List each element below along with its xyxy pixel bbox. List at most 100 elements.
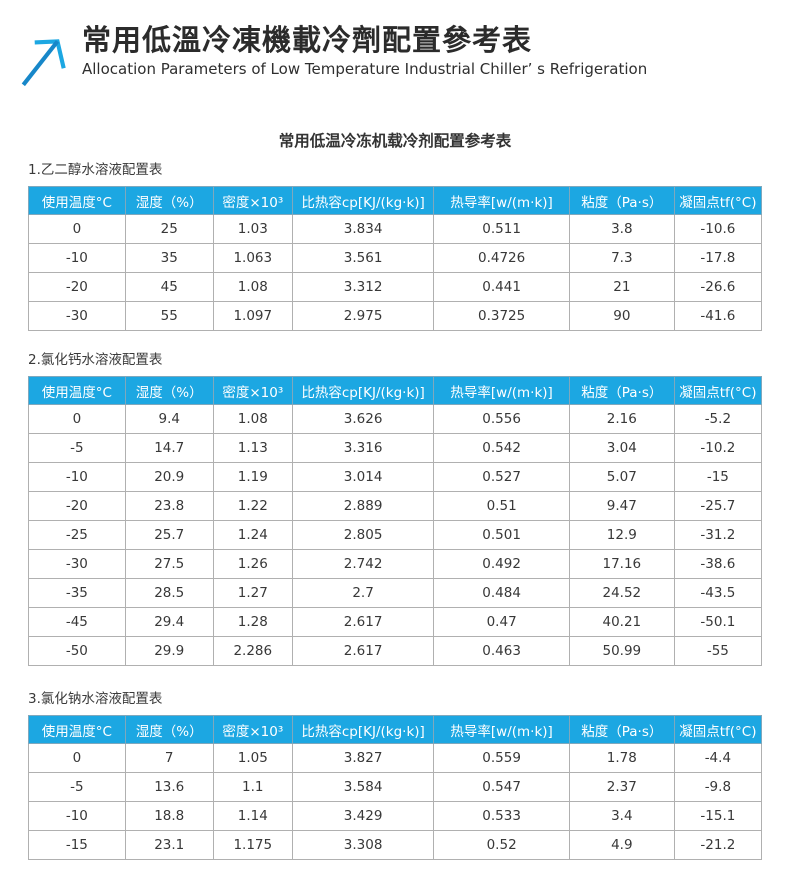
table-cell: 3.429 [291, 801, 435, 831]
table-cell: 0.547 [433, 772, 570, 802]
table-cell: 3.584 [291, 772, 435, 802]
table-cell: 25.7 [124, 520, 214, 550]
column-header: 凝固点tf(°C) [673, 186, 763, 215]
table-cell: 2.37 [568, 772, 675, 802]
column-header: 凝固点tf(°C) [673, 376, 763, 405]
table-row: 0 7 1.05 3.827 0.559 1.78 -4.4 [28, 743, 763, 773]
table-cell: -10.2 [673, 433, 763, 463]
table-cell: -15 [673, 462, 763, 492]
column-header: 湿度（%） [124, 715, 214, 744]
column-header: 热导率[w/(m·k)] [433, 715, 570, 744]
table-cell: -43.5 [673, 578, 763, 608]
column-header: 比热容cp[KJ/(kg·k)] [291, 376, 435, 405]
table-cell: 9.47 [568, 491, 675, 521]
section-title: 2.氯化钙水溶液配置表 [28, 352, 163, 368]
table-header-row: 使用温度°C 湿度（%） 密度×10³ 比热容cp[KJ/(kg·k)] 热导率[w/(… [28, 715, 763, 744]
table-cell: -15.1 [673, 801, 763, 831]
table-cell: 3.626 [291, 404, 435, 434]
table-cell: 3.561 [291, 243, 435, 273]
table-section: 3.氯化钠水溶液配置表 使用温度°C 湿度（%） 密度×10³ 比热容cp[KJ/(k… [28, 666, 763, 860]
table-cell: -25.7 [673, 491, 763, 521]
table-cell: 14.7 [124, 433, 214, 463]
column-header: 使用温度°C [28, 186, 126, 215]
table-cell: -20 [28, 272, 126, 302]
table-row: -5 13.6 1.1 3.584 0.547 2.37 -9.8 [28, 772, 763, 802]
table-cell: 0.51 [433, 491, 570, 521]
table-cell: 21 [568, 272, 675, 302]
column-header: 密度×10³ [212, 186, 293, 215]
table-cell: 1.08 [212, 272, 293, 302]
table-cell: -45 [28, 607, 126, 637]
table-row: -10 18.8 1.14 3.429 0.533 3.4 -15.1 [28, 801, 763, 831]
table-cell: 12.9 [568, 520, 675, 550]
column-header: 比热容cp[KJ/(kg·k)] [291, 186, 435, 215]
table-cell: 3.308 [291, 830, 435, 860]
table-cell: -10 [28, 801, 126, 831]
table-cell: -10.6 [673, 214, 763, 244]
table-cell: -4.4 [673, 743, 763, 773]
table-cell: 2.286 [212, 636, 293, 666]
table-cell: 0.492 [433, 549, 570, 579]
table-cell: -41.6 [673, 301, 763, 331]
table-cell: 7 [124, 743, 214, 773]
table-cell: -38.6 [673, 549, 763, 579]
table-cell: 3.834 [291, 214, 435, 244]
table-cell: 2.16 [568, 404, 675, 434]
table-cell: 20.9 [124, 462, 214, 492]
table-cell: 0.542 [433, 433, 570, 463]
document-title: 常用低温冷冻机载冷剂配置参考表 [278, 132, 512, 150]
table-cell: 1.1 [212, 772, 293, 802]
table-cell: -20 [28, 491, 126, 521]
data-table: 使用温度°C 湿度（%） 密度×10³ 比热容cp[KJ/(kg·k)] 热导率[w/(… [28, 376, 763, 666]
table-cell: 1.05 [212, 743, 293, 773]
table-cell: 0.527 [433, 462, 570, 492]
table-cell: 0.52 [433, 830, 570, 860]
table-row: 0 9.4 1.08 3.626 0.556 2.16 -5.2 [28, 404, 763, 434]
table-header-row: 使用温度°C 湿度（%） 密度×10³ 比热容cp[KJ/(kg·k)] 热导率[w/(… [28, 376, 763, 405]
table-cell: 1.22 [212, 491, 293, 521]
table-cell: 27.5 [124, 549, 214, 579]
table-cell: 45 [124, 272, 214, 302]
table-cell: -5.2 [673, 404, 763, 434]
table-cell: 0.4726 [433, 243, 570, 273]
table-cell: -55 [673, 636, 763, 666]
column-header: 湿度（%） [124, 186, 214, 215]
table-cell: 1.097 [212, 301, 293, 331]
table-cell: 1.14 [212, 801, 293, 831]
table-cell: 55 [124, 301, 214, 331]
arrow-up-right-icon [21, 39, 66, 87]
table-cell: 5.07 [568, 462, 675, 492]
section-title: 3.氯化钠水溶液配置表 [28, 691, 163, 707]
table-cell: 3.04 [568, 433, 675, 463]
column-header: 密度×10³ [212, 715, 293, 744]
table-cell: -26.6 [673, 272, 763, 302]
table-cell: 0.463 [433, 636, 570, 666]
table-row: -30 55 1.097 2.975 0.3725 90 -41.6 [28, 301, 763, 331]
table-cell: -10 [28, 243, 126, 273]
table-cell: 0.47 [433, 607, 570, 637]
table-cell: 3.014 [291, 462, 435, 492]
table-section: 2.氯化钙水溶液配置表 使用温度°C 湿度（%） 密度×10³ 比热容cp[KJ/(k… [28, 331, 763, 666]
page-subtitle: Allocation Parameters of Low Temperature… [82, 60, 648, 79]
tables-container: 1.乙二醇水溶液配置表 使用温度°C 湿度（%） 密度×10³ 比热容cp[KJ/(k… [28, 155, 763, 860]
table-cell: -21.2 [673, 830, 763, 860]
table-cell: 23.8 [124, 491, 214, 521]
table-cell: -50.1 [673, 607, 763, 637]
table-cell: 13.6 [124, 772, 214, 802]
table-cell: 1.24 [212, 520, 293, 550]
table-cell: 1.78 [568, 743, 675, 773]
table-cell: -50 [28, 636, 126, 666]
table-cell: 0.3725 [433, 301, 570, 331]
table-row: -25 25.7 1.24 2.805 0.501 12.9 -31.2 [28, 520, 763, 550]
table-row: -10 35 1.063 3.561 0.4726 7.3 -17.8 [28, 243, 763, 273]
table-cell: -9.8 [673, 772, 763, 802]
column-header: 比热容cp[KJ/(kg·k)] [291, 715, 435, 744]
table-row: -50 29.9 2.286 2.617 0.463 50.99 -55 [28, 636, 763, 666]
table-cell: 1.13 [212, 433, 293, 463]
column-header: 密度×10³ [212, 376, 293, 405]
table-cell: 18.8 [124, 801, 214, 831]
table-cell: 0.511 [433, 214, 570, 244]
table-cell: 3.827 [291, 743, 435, 773]
table-cell: 3.8 [568, 214, 675, 244]
table-header-row: 使用温度°C 湿度（%） 密度×10³ 比热容cp[KJ/(kg·k)] 热导率[w/(… [28, 186, 763, 215]
